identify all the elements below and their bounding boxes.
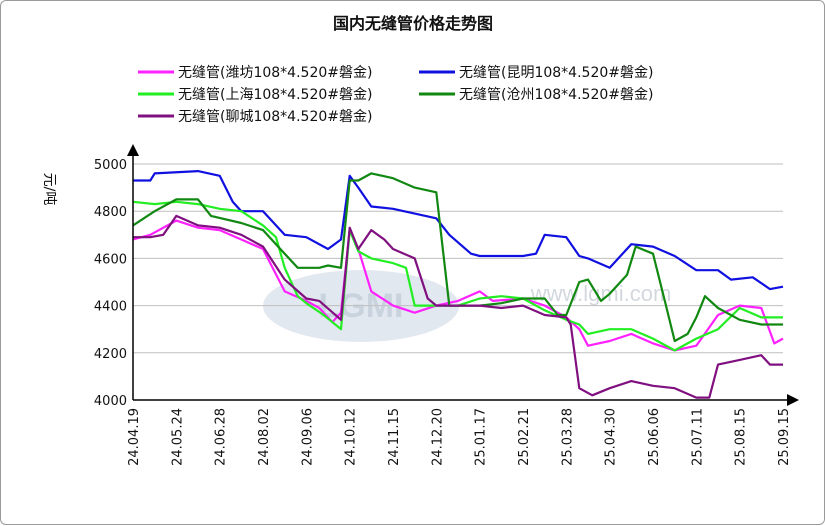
y-tick-label-4600: 4600 [94, 252, 127, 267]
legend-label-4: 无缝管(聊城108*4.520#磐金) [178, 109, 372, 125]
x-axis-arrow [787, 394, 799, 406]
x-tick-label-2: 24.06.28 [214, 408, 229, 466]
y-tick-label-4000: 4000 [94, 394, 127, 409]
y-tick-label-4800: 4800 [94, 205, 127, 220]
legend-label-0: 无缝管(潍坊108*4.520#磐金) [178, 65, 372, 81]
x-tick-label-14: 25.08.15 [734, 408, 749, 466]
y-tick-label-4400: 4400 [94, 300, 127, 315]
x-tick-labels: 24.04.19 24.05.24 24.06.28 24.08.02 24.09.06… [127, 408, 792, 466]
axes [127, 144, 799, 406]
legend-label-1: 无缝管(昆明108*4.520#磐金) [459, 65, 653, 81]
legend-label-2: 无缝管(上海108*4.520#磐金) [178, 87, 372, 103]
series-line-2 [132, 200, 783, 352]
watermark-url-text: www.lgmi.com [530, 281, 672, 306]
y-axis-arrow [127, 144, 139, 156]
series-line-0 [132, 219, 784, 352]
x-tick-label-3: 24.08.02 [257, 408, 272, 466]
series-line-4 [133, 214, 783, 399]
x-tick-label-6: 24.11.15 [387, 408, 402, 466]
x-tick-label-0: 24.04.19 [127, 408, 142, 466]
chart-title: 国内无缝管价格走势图 [333, 14, 493, 33]
legend-label-3: 无缝管(沧州108*4.520#磐金) [459, 86, 653, 103]
x-tick-label-10: 25.03.28 [560, 408, 575, 466]
x-tick-label-15: 25.09.15 [777, 408, 792, 466]
series-line-3 [132, 172, 783, 343]
series-lines [132, 170, 784, 399]
x-tick-label-5: 24.10.12 [344, 408, 359, 466]
x-tick-label-11: 25.04.30 [604, 408, 619, 466]
x-tick-label-1: 24.05.24 [170, 408, 185, 466]
x-tick-label-12: 25.06.06 [647, 408, 662, 466]
y-tick-label-5000: 5000 [94, 158, 127, 173]
y-axis-label: 元/吨 [41, 173, 57, 206]
x-tick-label-9: 25.02.21 [517, 408, 532, 466]
x-tick-label-8: 25.01.17 [474, 408, 489, 466]
x-tick-label-4: 24.09.06 [300, 408, 315, 466]
y-tick-labels: 4000 4200 4400 4600 4800 5000 [94, 158, 127, 409]
x-tick-label-7: 24.12.20 [430, 408, 445, 466]
x-tick-label-13: 25.07.11 [690, 408, 705, 466]
grid-lines [133, 163, 783, 354]
legend: 无缝管(潍坊108*4.520#磐金) 无缝管(昆明108*4.520#磐金) 无缝… [138, 65, 653, 125]
y-tick-label-4200: 4200 [94, 347, 127, 362]
